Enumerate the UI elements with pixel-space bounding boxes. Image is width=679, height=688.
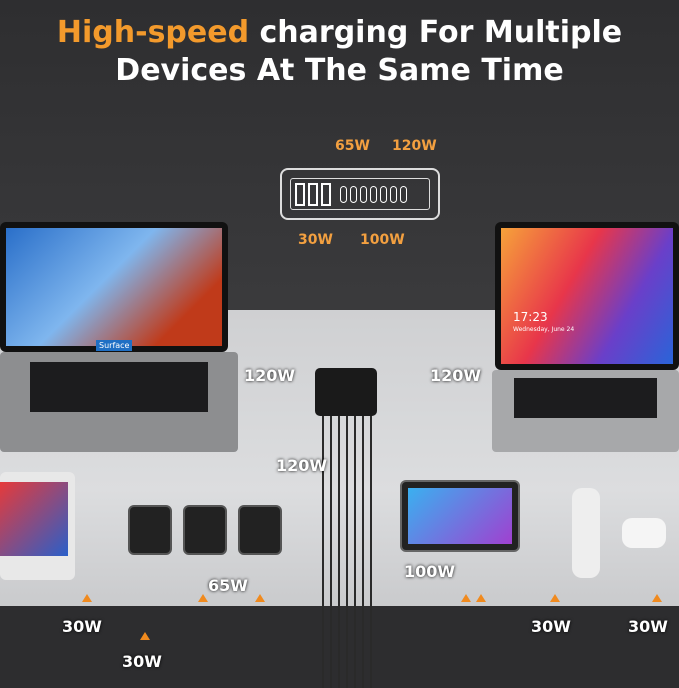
port-diagram xyxy=(280,168,440,220)
headline-highlight: High-speed xyxy=(56,15,250,50)
earbuds-case xyxy=(622,518,666,548)
arrow-up-icon xyxy=(461,594,471,602)
charging-hub xyxy=(315,368,377,416)
clock-date: Wednesday, June 24 xyxy=(513,326,575,333)
label-right-laptop: 120W xyxy=(430,366,482,385)
arrow-up-icon xyxy=(198,594,208,602)
arrow-up-icon xyxy=(82,594,92,602)
label-phones: 30W xyxy=(122,652,162,671)
label-earbuds: 30W xyxy=(628,617,668,636)
port-label-30w: 30W xyxy=(298,232,333,248)
tablet xyxy=(400,480,520,552)
label-center: 120W xyxy=(276,456,328,475)
headline-line1: charging For Multiple xyxy=(249,15,623,50)
phone-2 xyxy=(183,505,227,555)
arrow-up-icon xyxy=(476,594,486,602)
arrow-up-icon xyxy=(652,594,662,602)
clock-time: 17:23 xyxy=(513,310,548,324)
phone-3 xyxy=(238,505,282,555)
port-label-65w: 65W xyxy=(335,138,370,154)
arrow-up-icon xyxy=(140,632,150,640)
arrow-up-icon xyxy=(255,594,265,602)
laptop-right-keyboard xyxy=(492,370,679,452)
surface-tile: Surface xyxy=(96,340,133,351)
arrow-up-icon xyxy=(550,594,560,602)
label-switch: 30W xyxy=(62,617,102,636)
laptop-right: 17:23 Wednesday, June 24 xyxy=(495,222,679,370)
phone-1 xyxy=(128,505,172,555)
game-console xyxy=(0,472,75,580)
headline-line2: Devices At The Same Time xyxy=(115,53,564,88)
headline: High-speed charging For Multiple Devices… xyxy=(0,14,679,90)
laptop-left: Surface xyxy=(0,222,228,352)
port-label-120w: 120W xyxy=(392,138,437,154)
label-left-laptop: 120W xyxy=(244,366,296,385)
laptop-left-keyboard xyxy=(0,352,238,452)
label-phone-65w: 65W xyxy=(208,576,248,595)
label-tablet: 100W xyxy=(404,562,456,581)
smartwatch xyxy=(572,488,600,578)
label-watch: 30W xyxy=(531,617,571,636)
port-label-100w: 100W xyxy=(360,232,405,248)
